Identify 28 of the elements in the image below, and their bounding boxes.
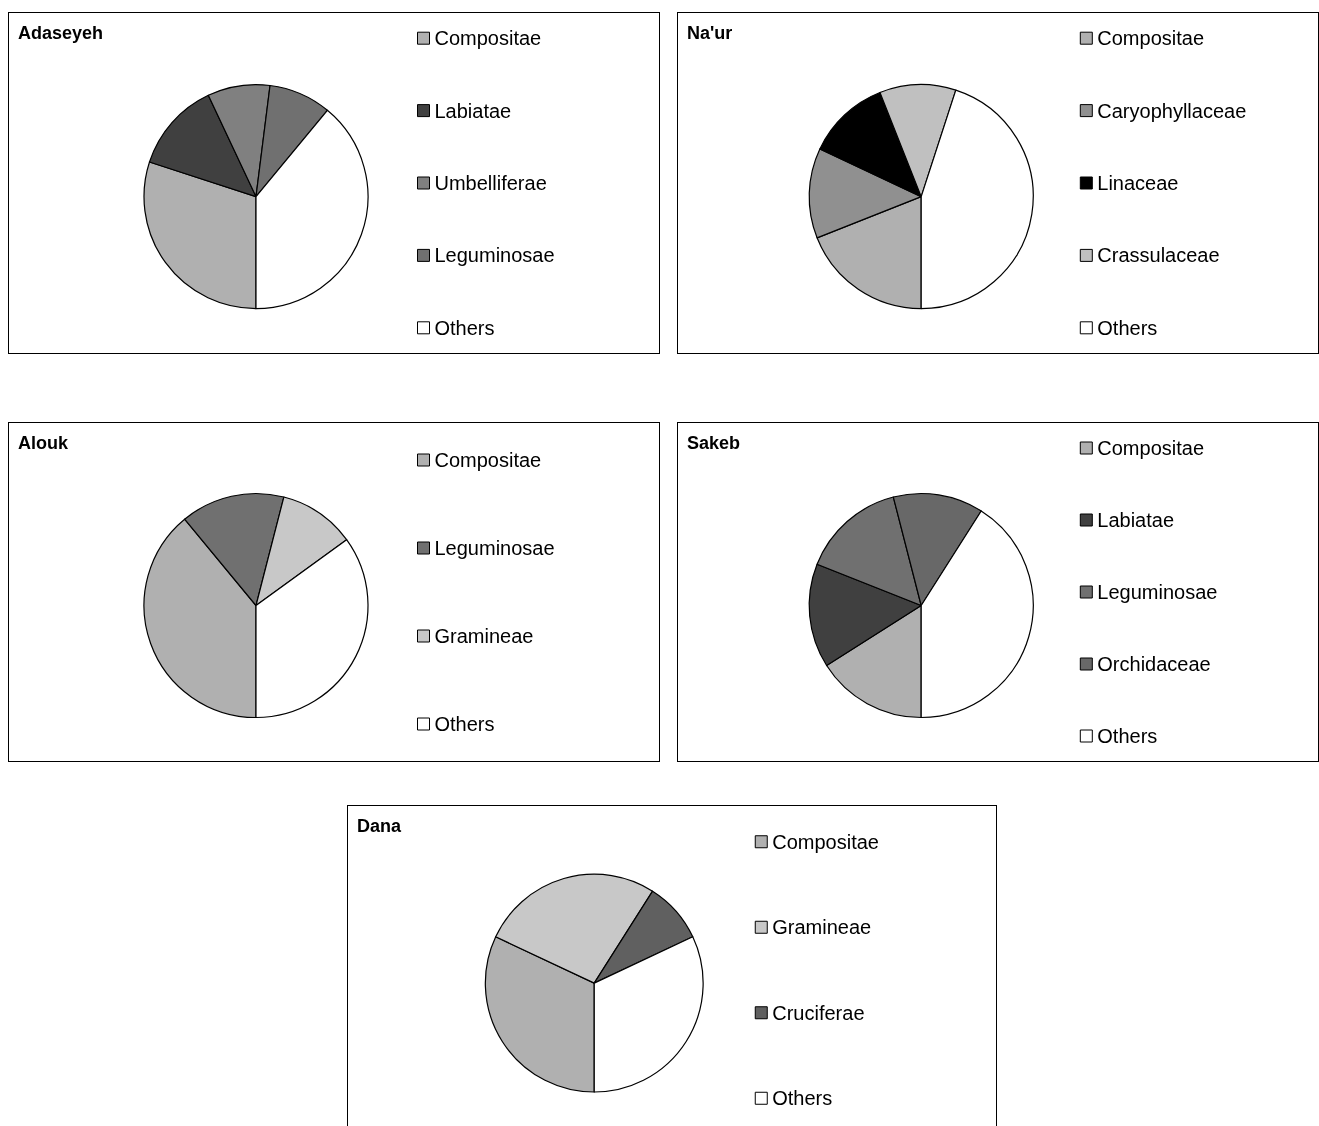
legend-label: Others (772, 1087, 833, 1110)
legend-label: Others (434, 713, 495, 735)
legend-label: Compositae (434, 27, 542, 50)
legend-label: Linaceae (1097, 172, 1179, 194)
legend-label: Labiatae (1097, 509, 1175, 531)
legend-label: Compositae (1097, 437, 1205, 459)
legend-label: Labiatae (434, 99, 512, 122)
legend-label: Gramineae (434, 625, 534, 647)
legend-label: Leguminosae (434, 537, 555, 559)
legend-label: Compositae (1097, 27, 1205, 50)
legend-label: Others (1097, 316, 1158, 339)
legend-label: Compositae (772, 830, 879, 853)
text: Na'ur (687, 23, 733, 43)
legend-label: Caryophyllaceae (1097, 99, 1247, 122)
chart-title: Sakeb (687, 433, 741, 453)
legend-label: Orchidaceae (1097, 653, 1211, 675)
legend-label: Others (434, 316, 495, 339)
legend-label: Cruciferae (772, 1001, 865, 1024)
legend-label: Umbelliferae (434, 172, 547, 194)
chart-title: Alouk (18, 433, 69, 453)
legend-label: Leguminosae (1097, 581, 1218, 603)
chart-title: Dana (357, 816, 402, 836)
legend-label: Gramineae (772, 916, 872, 939)
legend-label: Crassulaceae (1097, 244, 1220, 267)
legend-label: Others (1097, 725, 1158, 747)
chart-title: Adaseyeh (18, 23, 104, 43)
legend-label: Leguminosae (434, 244, 555, 267)
legend-label: Compositae (434, 449, 542, 471)
